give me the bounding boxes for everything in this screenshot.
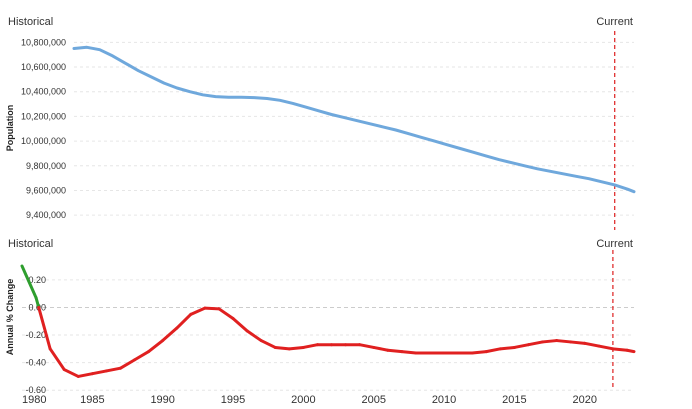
change-line-segment (231, 316, 249, 333)
change-line-segment (555, 339, 573, 344)
change-line-segment (161, 326, 179, 343)
change-line-segment (175, 312, 193, 330)
change-line-segment (20, 264, 38, 300)
y-tick-label: 10,600,000 (21, 62, 66, 72)
change-line-segment (62, 368, 80, 378)
current-label: Current (596, 16, 633, 28)
change-line-segment (104, 366, 122, 373)
population-panel: 9,400,000 9,600,000 9,800,000 10,000,000 10,… (5, 16, 636, 230)
change-line-segment (358, 343, 376, 349)
change-line-segment (245, 329, 263, 343)
x-tick-label: 2010 (432, 394, 456, 406)
change-line-segment (90, 369, 108, 376)
change-line-segment (301, 343, 319, 349)
change-line-segment (273, 345, 291, 351)
change-line-segment (583, 341, 601, 348)
change-line-segment (597, 344, 615, 351)
change-line-segment (203, 306, 221, 311)
x-tick-label: 2015 (502, 394, 526, 406)
y-axis-title: Annual % Change (5, 279, 15, 356)
change-line-segment (512, 343, 530, 349)
x-tick-label: 1985 (80, 394, 104, 406)
x-tick-label: 1995 (221, 394, 245, 406)
change-line-segment (48, 347, 66, 372)
x-tick-label: 1990 (150, 394, 174, 406)
y-tick-label: 10,400,000 (21, 87, 66, 97)
change-line-segment (372, 345, 390, 352)
historical-label: Historical (8, 238, 53, 250)
y-tick-label: 10,800,000 (21, 37, 66, 47)
y-tick-label: -0.40 (25, 358, 46, 368)
y-tick-label: 9,600,000 (26, 185, 66, 195)
change-line-segment (484, 347, 502, 354)
change-line-segment (189, 306, 207, 316)
population-line (72, 45, 636, 194)
y-tick-label: 10,000,000 (21, 136, 66, 146)
change-line-segment (541, 339, 559, 344)
change-line-segment (569, 340, 587, 345)
change-line-segment (386, 348, 404, 354)
change-line-segment (625, 348, 636, 354)
change-line-segment (34, 296, 41, 309)
change-line-segment (259, 339, 277, 349)
change-line-segment (133, 350, 151, 362)
x-tick-label: 2005 (361, 394, 385, 406)
x-tick-label: 2020 (573, 394, 597, 406)
change-line-segment (400, 350, 418, 355)
y-tick-label: -0.20 (25, 330, 46, 340)
y-tick-label: 0.20 (28, 275, 46, 285)
change-line-segment (76, 372, 94, 378)
change-line-segment (118, 358, 137, 370)
change-line-segment (287, 345, 305, 351)
y-tick-label: -0.60 (25, 385, 46, 395)
historical-label: Historical (8, 16, 53, 28)
change-line-segment (611, 347, 629, 352)
change-line-segment (526, 340, 545, 347)
y-tick-label: 9,800,000 (26, 161, 66, 171)
current-label: Current (596, 238, 633, 250)
y-axis-title: Population (5, 105, 15, 152)
change-line-segment (470, 350, 488, 355)
y-tick-label: 10,200,000 (21, 111, 66, 121)
change-line-segment (37, 305, 52, 351)
x-tick-label: 2000 (291, 394, 315, 406)
change-line-segment (147, 339, 165, 354)
change-line-segment (498, 345, 516, 351)
y-tick-label: 9,400,000 (26, 210, 66, 220)
change-line-segment (217, 307, 235, 320)
x-tick-label: 1980 (22, 394, 46, 406)
